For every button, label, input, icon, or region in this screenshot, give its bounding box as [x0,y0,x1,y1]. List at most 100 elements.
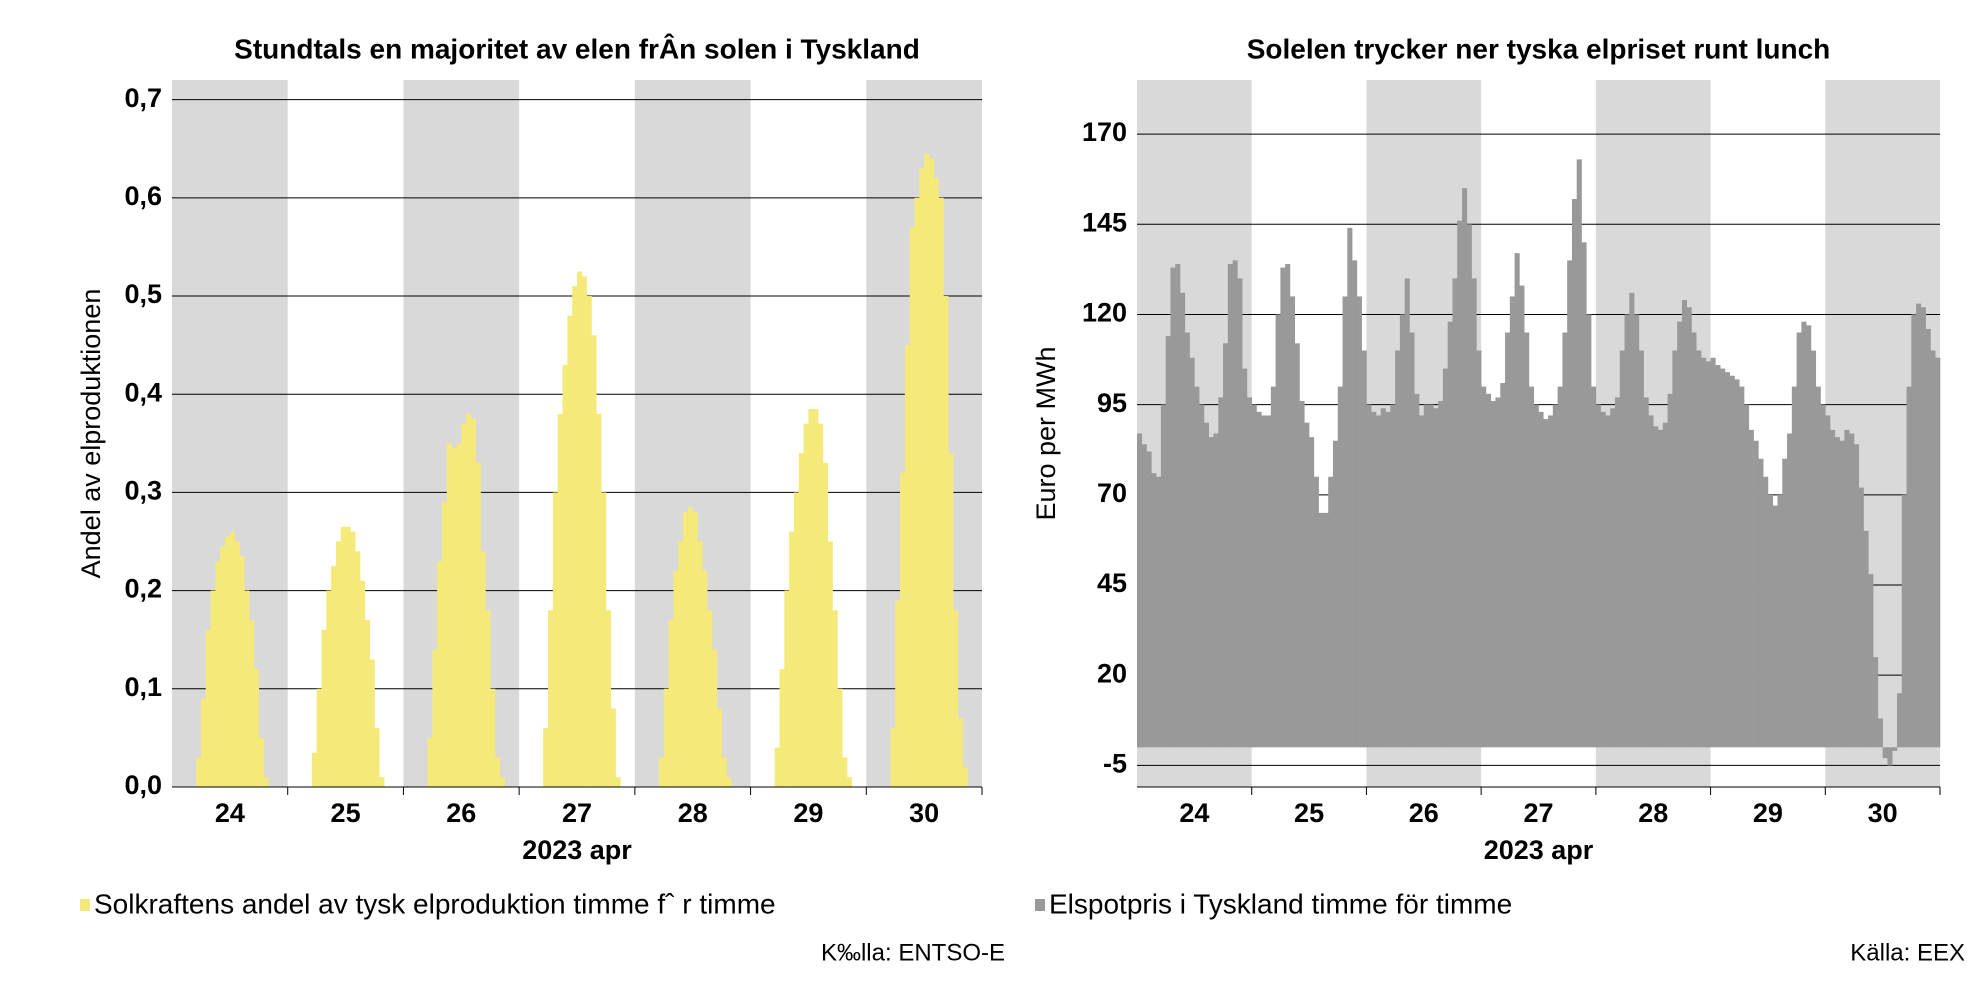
bar [1160,404,1166,748]
bar [1653,426,1659,748]
bar [364,620,370,787]
y-tick-label: 20 [1097,658,1127,688]
bar [1619,350,1625,748]
bar [562,364,568,787]
bar [1433,408,1439,748]
chart-title: Stundtals en majoritet av elen frÂn sole… [234,33,920,64]
bar [1294,343,1300,748]
y-tick-label: 145 [1082,207,1127,237]
x-tick-label: 28 [678,798,708,828]
bar [432,649,438,787]
bar [1576,159,1582,748]
bar [924,153,930,788]
bar [1744,404,1750,748]
y-tick-label: 0,2 [124,574,162,604]
bar [1428,404,1434,748]
bar [1146,451,1152,748]
bar [1782,458,1788,748]
bar [1462,188,1468,748]
y-axis-label: Euro per MWh [1031,346,1061,520]
bar [1801,321,1807,748]
bar [335,541,342,787]
legend-label: Solkraftens andel av tysk elproduktion t… [94,888,776,919]
bar [586,296,592,787]
bar [1213,433,1219,748]
bar [827,541,833,787]
y-tick-label: 0,5 [124,279,162,309]
bar [1399,314,1405,748]
bar [258,737,264,787]
bar [692,512,698,787]
bar [1332,440,1339,748]
bar [1657,429,1664,748]
bar [1562,332,1568,748]
bar [1820,404,1826,748]
bar [1543,419,1549,748]
bar [1419,415,1425,748]
bar [1509,296,1515,748]
y-tick-label: 0,7 [124,83,162,113]
bar [1189,357,1195,748]
bar [1557,386,1563,748]
y-tick-label: 0,4 [124,377,162,407]
x-tick-label: 28 [1638,798,1668,828]
bar [1423,404,1429,748]
bar [1261,415,1267,748]
bar [808,408,814,787]
bar [1567,260,1573,748]
bar [1887,747,1893,766]
x-tick-label: 26 [1409,798,1439,828]
bar [1323,512,1329,748]
bar [1519,285,1525,748]
bar [253,669,260,787]
bar [1375,415,1382,748]
bar [485,610,491,787]
bar [1170,267,1176,748]
bar [234,541,240,787]
bar [1916,303,1922,748]
bar [480,551,486,787]
bar [1471,278,1477,748]
x-tick-label: 30 [1868,798,1898,828]
bar [721,757,727,787]
bar [683,512,689,787]
bar [779,669,785,787]
bar [1251,404,1257,748]
bar [1304,422,1310,748]
bar [1896,693,1903,748]
bar [1352,260,1358,748]
bar [673,570,679,787]
bar [249,620,255,787]
bar [1739,386,1745,748]
bar [1844,429,1850,748]
bar [1184,332,1190,748]
bar [244,590,250,787]
bar [1767,494,1774,748]
bar [1901,494,1907,748]
bar [1777,494,1783,748]
bar [1223,343,1229,748]
bar [1677,321,1683,748]
y-tick-label: 70 [1097,478,1127,508]
bar [490,688,496,787]
bar [789,531,795,787]
bar [1552,404,1558,748]
source: K‰lla: ENTSO-E [821,939,1005,966]
bar [1385,411,1391,748]
bar [345,526,351,787]
bar [567,315,573,787]
bar [1892,747,1898,751]
bar [1729,375,1735,748]
bar [1629,292,1635,748]
source: Källa: EEX [1850,939,1965,966]
bar [374,728,380,787]
bar [615,777,621,787]
bar [1705,361,1711,748]
bar [1691,332,1697,748]
bar [1500,383,1506,748]
bar [962,767,968,787]
bar [220,546,226,787]
bar [205,629,211,787]
bar [1313,476,1319,748]
bar [847,777,853,787]
